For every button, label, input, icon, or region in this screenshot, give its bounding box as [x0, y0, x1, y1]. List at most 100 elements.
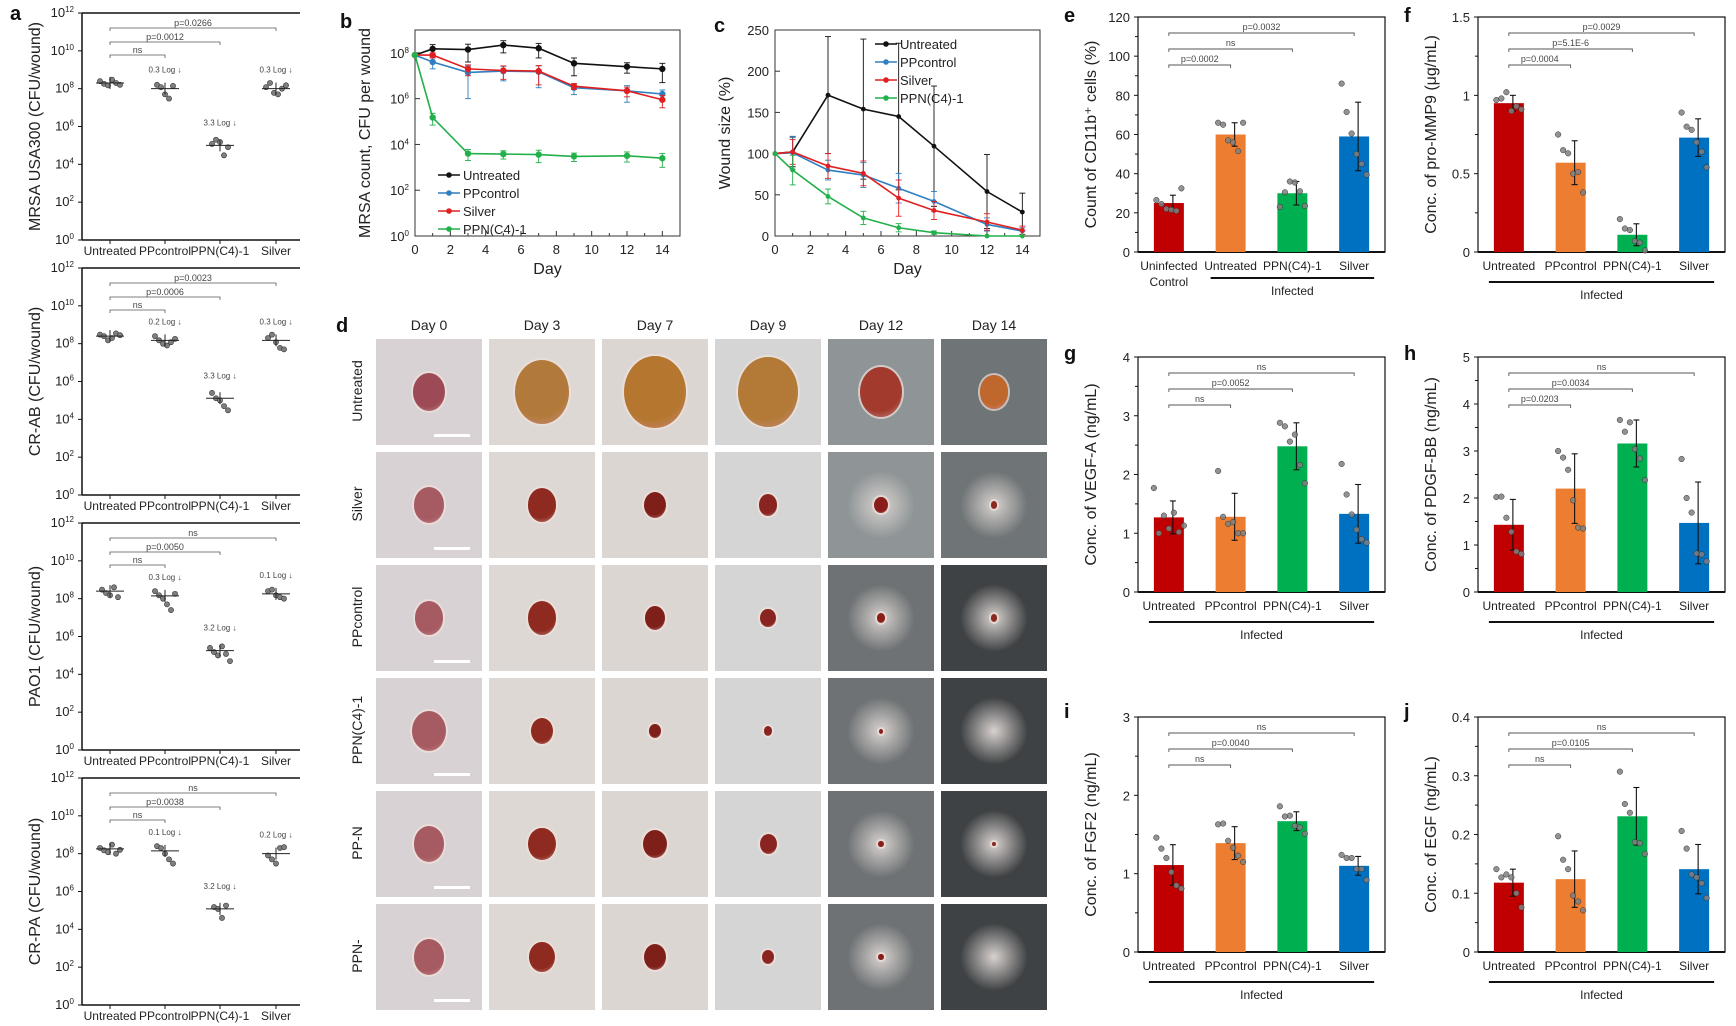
- bar-ppn-c4-1: [1277, 821, 1308, 952]
- data-point: [1616, 416, 1623, 424]
- photo-column-header: Day 7: [636, 317, 674, 333]
- data-point: [164, 342, 170, 349]
- data-point: [1575, 898, 1582, 905]
- data-point: [984, 219, 990, 225]
- data-point: [1168, 206, 1175, 213]
- data-point: [825, 194, 831, 199]
- wound-photo: [941, 452, 1047, 558]
- data-point: [535, 151, 542, 158]
- scale-bar: [434, 660, 470, 663]
- y-tick-label: 3: [1123, 409, 1130, 424]
- data-point: [1173, 207, 1180, 214]
- chart-j-egf: 0 0.1 0.2 0.3 0.4 Conc. of EGF (ng/mL) Untreat…: [1423, 710, 1726, 1002]
- y-tick-label: 108: [55, 846, 74, 861]
- wound-photo: [602, 678, 708, 784]
- wound-area: [413, 826, 445, 862]
- chart-a-crab: 100 102 104 106 108 1010 1012 Untreated PPcontro…: [27, 260, 300, 513]
- data-point: [105, 849, 111, 856]
- data-point: [570, 153, 578, 160]
- x-tick-label: 4: [482, 242, 489, 257]
- data-point: [1343, 108, 1350, 116]
- y-tick-label: 100: [55, 232, 74, 247]
- data-point: [1493, 866, 1500, 873]
- significance-label: ns: [133, 555, 143, 565]
- significance-bracket: [109, 282, 277, 286]
- data-point: [825, 92, 831, 98]
- bar-untreated: [1493, 103, 1524, 253]
- significance-bracket: [1168, 32, 1355, 36]
- photo-column-header: Day 14: [971, 317, 1017, 333]
- significance-label: p=0.0002: [1181, 54, 1219, 64]
- data-point: [223, 902, 229, 909]
- data-point: [1230, 844, 1237, 851]
- data-point: [172, 590, 178, 597]
- data-point: [1291, 822, 1298, 829]
- significance-label: p=0.0105: [1552, 738, 1590, 748]
- wound-area: [990, 501, 998, 509]
- wound-area: [412, 711, 446, 751]
- significance-bracket: [1168, 64, 1232, 68]
- data-point: [227, 658, 233, 665]
- group-label: Infected: [1240, 628, 1283, 642]
- bar-silver: [1339, 513, 1370, 592]
- wound-photo: [715, 678, 821, 784]
- data-point: [1165, 525, 1172, 532]
- y-tick-label: 108: [55, 591, 74, 606]
- y-tick-label: 0: [1123, 945, 1130, 960]
- y-tick-label: 104: [55, 156, 74, 171]
- y-tick-label: 0.3: [1452, 769, 1470, 784]
- data-point: [115, 594, 121, 601]
- x-tick-label: PPN(C4)-1: [1263, 599, 1322, 613]
- series-line-silver: [774, 151, 1023, 232]
- significance-bracket: [109, 551, 221, 555]
- y-tick-label: 1: [1123, 526, 1130, 541]
- y-tick-label: 100: [1108, 49, 1130, 64]
- wound-photo: [489, 565, 595, 671]
- data-point: [570, 60, 578, 67]
- significance-label: ns: [133, 300, 143, 310]
- significance-label: p=0.0004: [1521, 54, 1559, 64]
- y-axis-label: PAO1 (CFU/wound): [27, 566, 44, 707]
- panel-letter-d: d: [336, 315, 348, 337]
- y-tick-label: 3: [1463, 444, 1470, 459]
- x-tick-label: Silver: [261, 499, 291, 513]
- legend-label: Untreated: [463, 168, 520, 183]
- x-tick-label: Untreated: [1483, 259, 1536, 273]
- group-label: Infected: [1580, 988, 1623, 1002]
- significance-bracket: [1508, 404, 1572, 408]
- x-tick-label: 12: [980, 242, 994, 257]
- data-point: [170, 83, 176, 89]
- wound-area: [878, 728, 884, 734]
- significance-bracket: [109, 41, 221, 45]
- legend-label: PPcontrol: [463, 186, 519, 201]
- data-point: [1678, 455, 1685, 463]
- significance-bracket: [1508, 748, 1633, 752]
- wound-photo: [941, 339, 1047, 445]
- significance-bracket: [109, 806, 221, 810]
- data-point: [166, 856, 172, 863]
- y-axis-label: Count of CD11b⁺ cells (%): [1083, 41, 1100, 229]
- legend-swatch-marker: [883, 41, 889, 47]
- data-point: [156, 592, 162, 599]
- data-point: [464, 65, 472, 73]
- y-tick-label: 20: [1116, 206, 1130, 221]
- data-point: [1626, 419, 1633, 426]
- bar-ppn-c4-1: [1617, 816, 1648, 952]
- group-label: Infected: [1580, 288, 1623, 302]
- wound-area: [759, 834, 777, 854]
- y-axis-label: Wound size (%): [717, 77, 734, 190]
- data-point: [1220, 121, 1227, 128]
- wound-area: [413, 487, 445, 523]
- bar-silver: [1679, 869, 1710, 952]
- data-point: [1168, 869, 1175, 876]
- y-tick-label: 100: [747, 147, 769, 162]
- wound-area: [527, 488, 557, 522]
- data-point: [860, 170, 866, 176]
- wound-area: [990, 614, 998, 622]
- data-point: [1626, 227, 1633, 234]
- data-point: [1338, 460, 1345, 467]
- wound-area: [514, 360, 570, 424]
- data-point: [1621, 225, 1628, 232]
- significance-label: ns: [1597, 362, 1607, 372]
- x-tick-label: PPcontrol: [1205, 599, 1257, 613]
